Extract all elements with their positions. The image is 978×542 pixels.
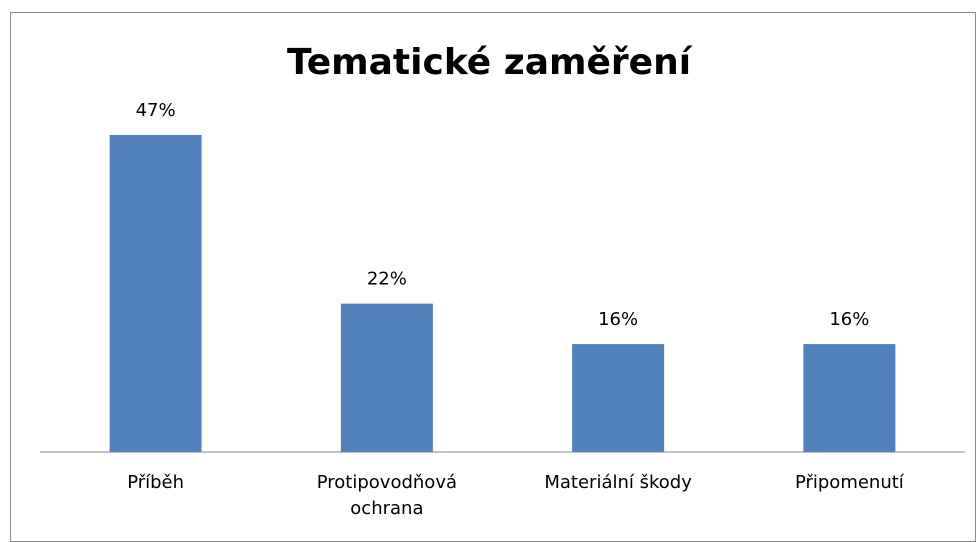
chart-title: Tematické zaměření — [287, 42, 693, 83]
bar — [803, 344, 896, 452]
value-label: 22% — [367, 269, 407, 290]
bar — [109, 135, 202, 452]
x-tick-label: Příběh — [127, 472, 185, 493]
bar — [572, 344, 665, 452]
value-label: 47% — [136, 100, 176, 121]
bar — [340, 303, 433, 452]
value-label: 16% — [829, 309, 869, 330]
x-tick-label: Materiální škody — [544, 472, 692, 493]
x-tick-label: Protipovodňová ochrana — [316, 472, 457, 519]
value-label: 16% — [598, 309, 638, 330]
x-tick-label: Připomenutí — [794, 472, 904, 493]
